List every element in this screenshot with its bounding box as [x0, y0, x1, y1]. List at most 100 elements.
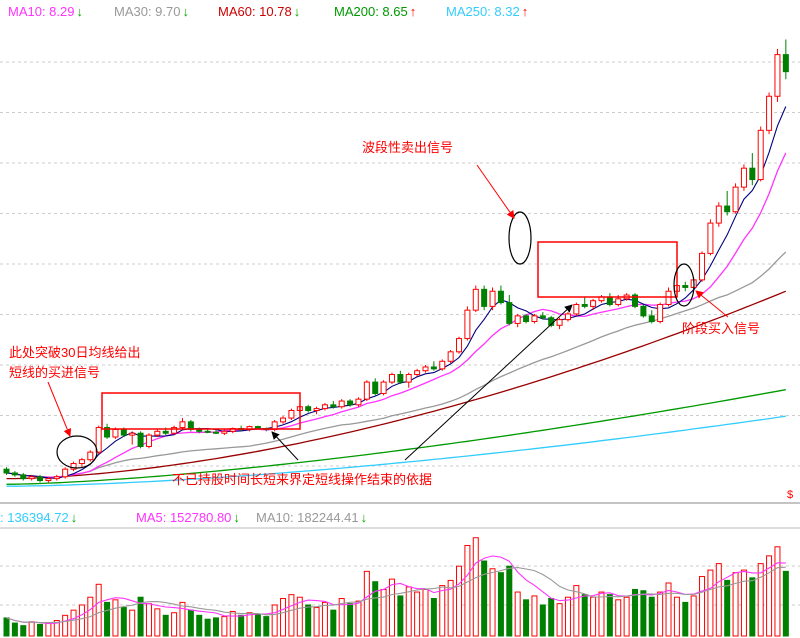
volume-bar [405, 586, 412, 637]
candle [707, 219, 714, 256]
candle [732, 183, 739, 214]
candle [204, 429, 211, 434]
candle [514, 313, 521, 328]
volume-bar [497, 572, 504, 637]
candle [171, 425, 178, 436]
ma60-line [6, 290, 787, 480]
volume-bar [439, 585, 446, 637]
volume-bar [514, 591, 521, 637]
volume-bar [120, 607, 127, 637]
candle [11, 471, 18, 477]
volume-bar [112, 599, 119, 637]
right-edge-marker: $ [787, 489, 793, 501]
candle [472, 285, 479, 313]
candle [757, 126, 764, 182]
candle [749, 153, 756, 186]
candle [321, 402, 328, 411]
volume-bar [229, 610, 236, 637]
candle [456, 336, 463, 354]
volume-bar [740, 569, 747, 637]
volume-bar [388, 578, 395, 637]
volume-bar [330, 609, 337, 637]
candle [573, 302, 580, 316]
stage-buy-label: 阶段买入信号 [682, 321, 760, 336]
candle [37, 474, 44, 483]
volume-bar [3, 617, 10, 637]
candle [405, 372, 412, 388]
volume-bar [213, 617, 219, 637]
candle [489, 287, 496, 311]
sell-point-circle [508, 211, 532, 265]
volume-bar [573, 585, 580, 637]
volume-bar [556, 603, 563, 637]
volume-bar [129, 609, 136, 637]
volume-ma10-line [6, 566, 786, 624]
candle [640, 304, 647, 318]
buy-signal-arrow [47, 381, 72, 437]
legend-item: MA10: 8.29 ↓ [8, 4, 83, 19]
candle [632, 293, 638, 309]
candle [682, 281, 689, 292]
candle [581, 296, 588, 309]
volume-bar [263, 616, 270, 637]
candle [62, 467, 69, 479]
candle [154, 429, 161, 437]
candle [137, 431, 144, 449]
volume-bar [37, 623, 44, 637]
candle [414, 368, 421, 377]
candle [447, 349, 454, 364]
volume-bar [422, 588, 429, 637]
volume-bar [162, 614, 169, 637]
candle [657, 302, 664, 324]
volume-bar [196, 614, 203, 637]
candle [330, 401, 337, 409]
candle [28, 474, 35, 481]
volume-bar [606, 594, 613, 637]
volume-bar [657, 591, 664, 637]
volume-bar [464, 545, 471, 637]
candle [497, 285, 504, 305]
volume-bar [338, 598, 345, 637]
candle [372, 378, 379, 396]
moving-average-lines [6, 106, 787, 487]
candle [740, 164, 747, 191]
candle [70, 461, 77, 472]
candle [506, 295, 513, 326]
candle [338, 399, 345, 409]
candle [179, 418, 186, 430]
volume-bar [179, 601, 186, 637]
volume-bar [782, 570, 789, 637]
sell-signal-arrow [476, 164, 515, 219]
volume-bar [321, 601, 328, 637]
buy-point-circle [56, 435, 98, 469]
legend-item: MA200: 8.65 ↑ [334, 4, 416, 19]
legend-item: MA10: 182244.41 ↓ [256, 510, 367, 525]
volume-bar [774, 546, 781, 637]
candle [523, 313, 530, 324]
candle [481, 285, 488, 311]
buy-signal-label-line2: 短线的买进信号 [9, 365, 100, 380]
volume-bar [296, 596, 303, 637]
volume-ma-legend: : 136394.72 ↓ MA5: 152780.80 ↓ MA10: 182244.… [0, 510, 367, 525]
volume-bar [137, 596, 144, 637]
volume-ma-lines [6, 555, 786, 625]
ma200-line [6, 389, 786, 485]
consolidation-box-2 [537, 241, 678, 298]
volume-bar [481, 560, 488, 637]
candle [3, 467, 10, 475]
volume-bar [632, 588, 638, 637]
volume-bar [95, 583, 102, 637]
volume-bars [3, 537, 789, 637]
candle [590, 298, 597, 311]
candle [699, 251, 706, 282]
volume-bar [254, 613, 261, 637]
candle [766, 92, 773, 135]
candle [564, 312, 571, 322]
volume-bar [523, 599, 530, 637]
candle [606, 293, 613, 307]
volume-bar [187, 609, 194, 637]
basis-label: 不已持股时间长短来界定短线操作结束的依据 [172, 472, 432, 487]
volume-bar [271, 604, 278, 637]
candle [388, 372, 395, 384]
candle [129, 431, 136, 445]
